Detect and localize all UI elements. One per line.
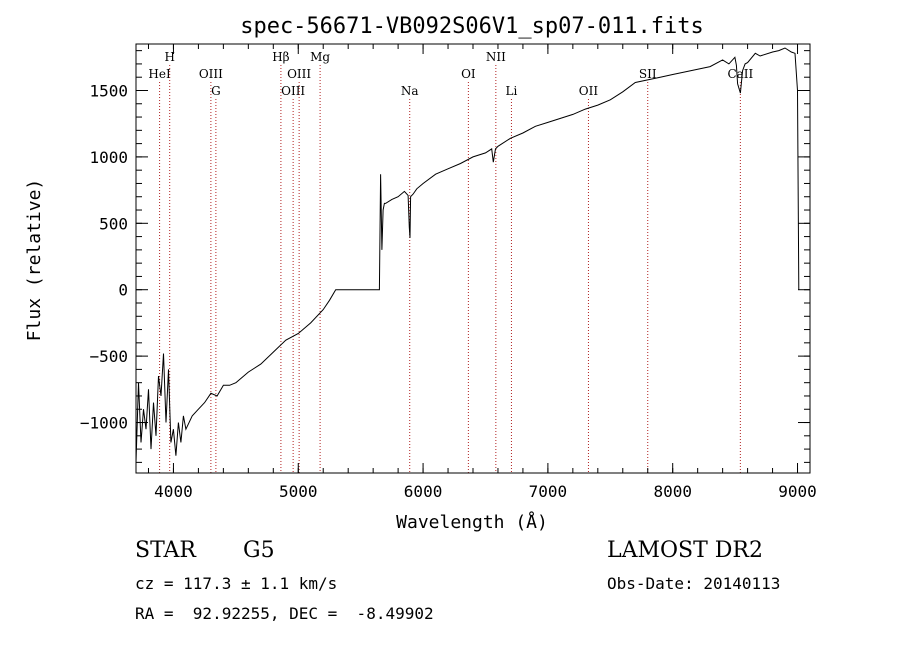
marker-label: OIII <box>287 67 311 81</box>
y-tick-label: −1000 <box>80 414 128 433</box>
object-subclass: G5 <box>243 538 275 563</box>
x-tick-label: 6000 <box>404 482 443 501</box>
marker-label: Mg <box>310 50 330 64</box>
y-tick-label: 500 <box>99 214 128 233</box>
x-tick-label: 8000 <box>653 482 692 501</box>
y-tick-label: 1000 <box>89 148 128 167</box>
marker-label: OII <box>579 84 599 98</box>
spectral-line-markers: HeI H OIII G Hβ OIII OIII Mg Na OI NII Li OII SII CaII <box>148 50 754 473</box>
object-class: STAR <box>135 538 196 563</box>
obs-date-text: Obs-Date: 20140113 <box>607 574 781 593</box>
y-axis-label: Flux (relative) <box>24 179 45 342</box>
marker-label: Hβ <box>272 50 289 64</box>
y-tick-label: 0 <box>118 281 128 300</box>
x-tick-label: 7000 <box>529 482 568 501</box>
marker-label: OI <box>461 67 476 81</box>
axes: 4000 5000 6000 7000 8000 9000 −1000 −500 0 500 100… <box>80 44 817 501</box>
marker-label: OIII <box>199 67 223 81</box>
spectrum-line <box>135 47 800 463</box>
y-tick-label: 1500 <box>89 81 128 100</box>
marker-label: NII <box>486 50 506 64</box>
chart-title: spec-56671-VB092S06V1_sp07-011.fits <box>240 14 704 39</box>
survey-name: LAMOST DR2 <box>607 538 763 563</box>
marker-label: SII <box>639 67 657 81</box>
redshift-text: cz = 117.3 ± 1.1 km/s <box>135 574 338 593</box>
marker-label: G <box>211 84 221 98</box>
plot-frame <box>135 43 811 474</box>
marker-label: OIII <box>281 84 305 98</box>
marker-label: H <box>164 50 174 64</box>
marker-label: Li <box>506 84 518 98</box>
x-axis-label: Wavelength (Å) <box>396 511 548 533</box>
x-tick-label: 9000 <box>778 482 817 501</box>
marker-label: CaII <box>727 67 753 81</box>
marker-label: HeI <box>148 67 171 81</box>
y-tick-label: −500 <box>89 347 128 366</box>
marker-label: Na <box>401 84 419 98</box>
x-tick-label: 4000 <box>154 482 193 501</box>
coordinates-text: RA = 92.92255, DEC = -8.49902 <box>135 604 434 623</box>
x-tick-label: 5000 <box>279 482 318 501</box>
